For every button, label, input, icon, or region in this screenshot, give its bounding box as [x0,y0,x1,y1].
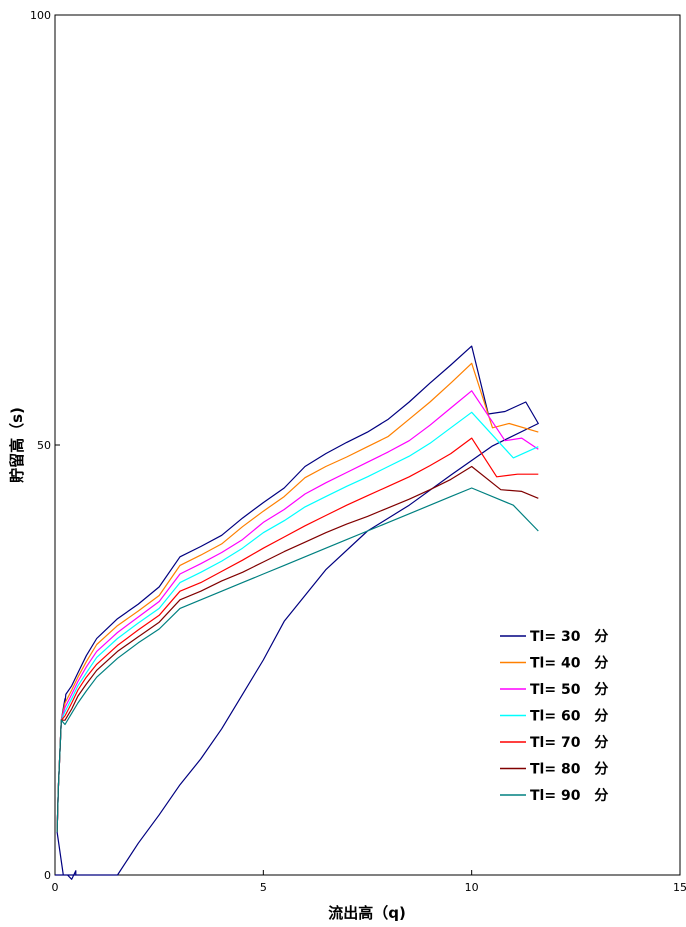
legend-label: Tl= 90 分 [530,788,608,804]
x-tick-label: 10 [465,881,479,894]
y-tick-label: 0 [44,869,51,882]
x-tick-label: 15 [673,881,686,894]
y-axis-title: 貯留高（s) [8,407,26,483]
x-tick-label: 5 [260,881,267,894]
legend-label: Tl= 80 分 [530,762,608,778]
y-tick-label: 50 [37,439,51,452]
legend-label: Tl= 50 分 [530,682,608,698]
legend-label: Tl= 70 分 [530,735,608,751]
series-line-3 [56,390,539,833]
legend-label: Tl= 40 分 [530,656,608,672]
series-line-4 [56,411,539,833]
legend-label: Tl= 30 分 [530,629,608,645]
series-line-6 [56,465,539,833]
legend-label: Tl= 60 分 [530,709,608,725]
x-axis-title: 流出高（q) [328,904,406,922]
plot-area [54,14,681,876]
series-line-7 [56,487,539,833]
y-tick-label: 100 [30,9,51,22]
legend: Tl= 30 分 Tl= 40 分 Tl= 50 分 Tl= 60 分 Tl= 70 分… [500,629,608,804]
series-line-5 [56,437,539,833]
series-line-2 [56,362,539,833]
x-tick-label: 0 [52,881,59,894]
series-group [55,345,539,880]
